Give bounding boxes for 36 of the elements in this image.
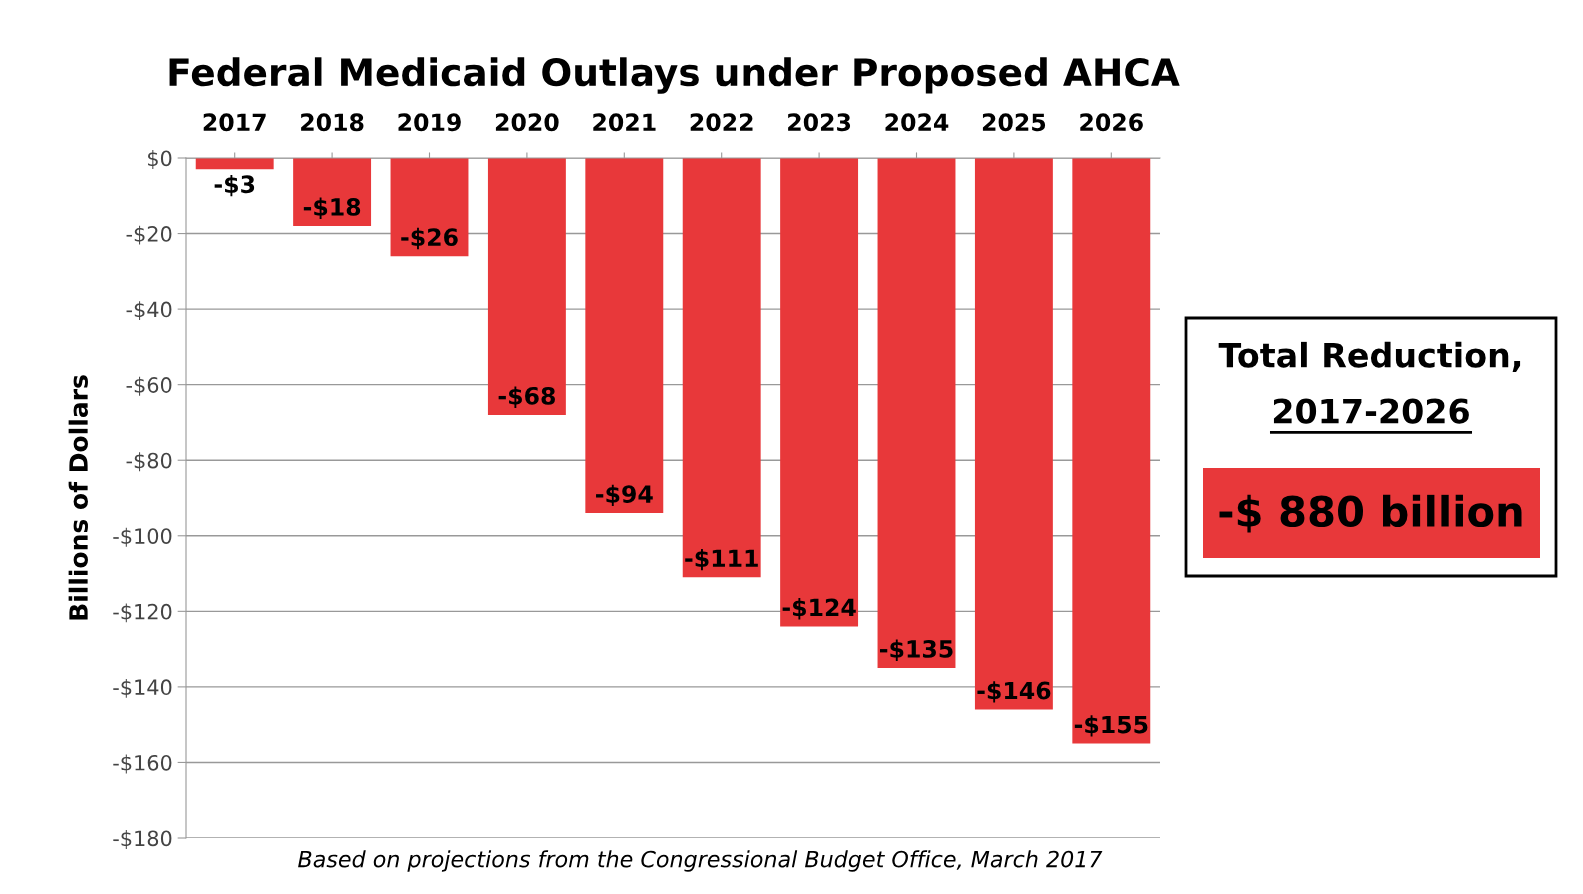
data-label: -$124 <box>782 598 856 620</box>
y-tick-label: -$80 <box>126 452 172 472</box>
text: Based on projections from the Congressional Budget Office, March 2017 <box>298 850 1103 872</box>
data-label: -$155 <box>1074 715 1148 737</box>
x-tick-label: 2017 <box>203 113 266 132</box>
data-label: -$26 <box>401 227 458 250</box>
x-tick-label: 2025 <box>982 113 1046 132</box>
data-label: -$68 <box>498 386 555 408</box>
data-label: -$111 <box>685 548 758 571</box>
data-label: -$135 <box>880 639 953 662</box>
y-tick-label: $0 <box>148 150 172 169</box>
x-tick-label: 2021 <box>593 113 656 132</box>
y-tick-label: -$160 <box>113 754 172 774</box>
chart-title: Federal Medicaid Outlays under Proposed AHCA <box>169 57 1180 94</box>
x-tick-label: 2020 <box>495 113 559 132</box>
x-tick-label: 2018 <box>301 113 364 132</box>
text: -$ 880 billion <box>1219 494 1522 533</box>
x-tick-label: 2026 <box>1080 113 1143 132</box>
y-tick-label: -$140 <box>113 678 172 698</box>
y-axis-title: Billions of Dollars <box>68 375 88 620</box>
y-tick-label: -$180 <box>113 830 172 849</box>
y-tick-label: -$120 <box>113 603 172 623</box>
x-tick-label: 2024 <box>885 113 949 132</box>
y-tick-label: -$40 <box>126 301 172 321</box>
data-label: -$18 <box>303 197 361 220</box>
text: 2017-2026 <box>1273 398 1469 424</box>
x-tick-label: 2022 <box>690 113 753 132</box>
x-tick-label: 2019 <box>398 113 461 132</box>
data-label: -$146 <box>977 681 1051 703</box>
y-tick-label: -$60 <box>126 376 172 396</box>
data-label: -$94 <box>596 484 653 507</box>
x-tick-label: 2023 <box>788 113 851 132</box>
y-tick-label: -$100 <box>113 527 172 547</box>
data-label: -$3 <box>214 174 255 197</box>
y-tick-label: -$20 <box>126 225 172 245</box>
text: Total Reduction, <box>1218 341 1521 372</box>
